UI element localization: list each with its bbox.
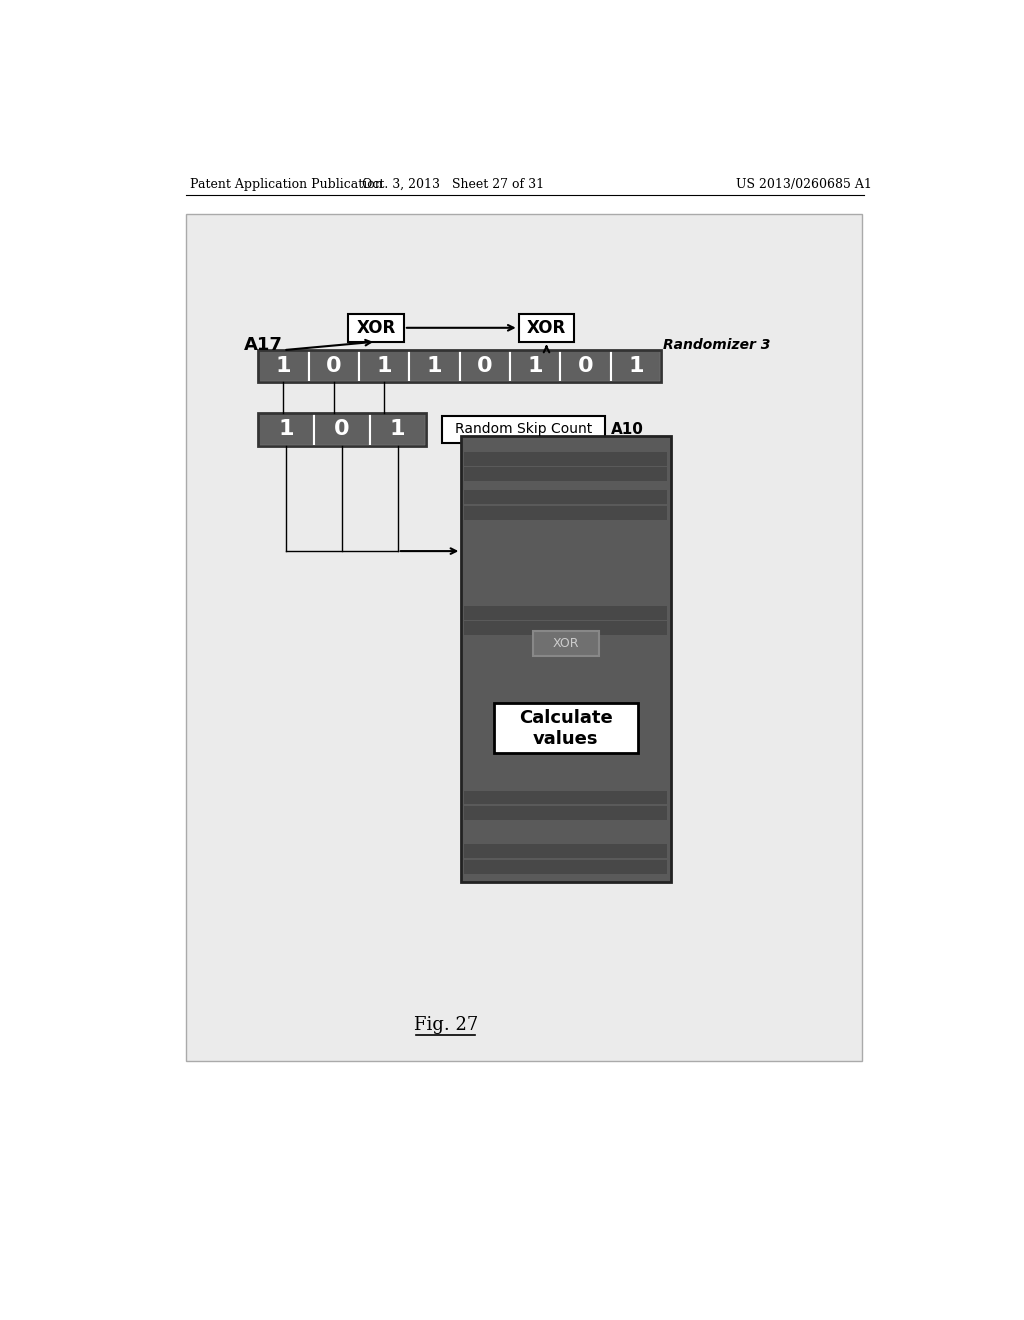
FancyBboxPatch shape — [308, 350, 359, 383]
FancyBboxPatch shape — [495, 704, 638, 754]
Text: A10: A10 — [611, 422, 644, 437]
Text: Random Skip Count: Random Skip Count — [455, 422, 592, 437]
FancyBboxPatch shape — [611, 350, 662, 383]
FancyBboxPatch shape — [359, 350, 410, 383]
Text: 1: 1 — [390, 420, 406, 440]
Text: 1: 1 — [279, 420, 294, 440]
FancyBboxPatch shape — [370, 413, 426, 446]
FancyBboxPatch shape — [460, 350, 510, 383]
FancyBboxPatch shape — [258, 350, 308, 383]
FancyBboxPatch shape — [464, 490, 668, 504]
Text: 0: 0 — [578, 356, 594, 376]
FancyBboxPatch shape — [348, 314, 403, 342]
FancyBboxPatch shape — [464, 622, 668, 635]
Text: Fig. 27: Fig. 27 — [414, 1015, 478, 1034]
Text: 0: 0 — [334, 420, 350, 440]
FancyBboxPatch shape — [464, 606, 668, 619]
Text: Oct. 3, 2013   Sheet 27 of 31: Oct. 3, 2013 Sheet 27 of 31 — [362, 178, 545, 190]
Text: 1: 1 — [427, 356, 442, 376]
FancyBboxPatch shape — [314, 413, 370, 446]
Text: 1: 1 — [629, 356, 644, 376]
Text: 1: 1 — [527, 356, 543, 376]
Text: Randomizer 3: Randomizer 3 — [663, 338, 770, 351]
FancyBboxPatch shape — [464, 791, 668, 804]
Text: US 2013/0260685 A1: US 2013/0260685 A1 — [736, 178, 872, 190]
FancyBboxPatch shape — [560, 350, 611, 383]
FancyBboxPatch shape — [258, 413, 314, 446]
Text: 1: 1 — [275, 356, 291, 376]
FancyBboxPatch shape — [442, 416, 604, 444]
FancyBboxPatch shape — [464, 807, 668, 820]
FancyBboxPatch shape — [464, 845, 668, 858]
FancyBboxPatch shape — [186, 214, 862, 1061]
Text: XOR: XOR — [356, 319, 395, 337]
Text: 0: 0 — [477, 356, 493, 376]
FancyBboxPatch shape — [464, 859, 668, 874]
FancyBboxPatch shape — [410, 350, 460, 383]
Text: 1: 1 — [377, 356, 392, 376]
Text: A17: A17 — [245, 335, 283, 354]
FancyBboxPatch shape — [518, 314, 574, 342]
Text: Patent Application Publication: Patent Application Publication — [190, 178, 383, 190]
FancyBboxPatch shape — [464, 506, 668, 520]
FancyBboxPatch shape — [510, 350, 560, 383]
Text: XOR: XOR — [527, 319, 566, 337]
FancyBboxPatch shape — [461, 436, 671, 882]
FancyBboxPatch shape — [532, 631, 599, 656]
FancyBboxPatch shape — [464, 467, 668, 480]
Text: Calculate
values: Calculate values — [519, 709, 612, 747]
FancyBboxPatch shape — [464, 451, 668, 466]
Text: XOR: XOR — [553, 638, 580, 649]
Text: 0: 0 — [326, 356, 342, 376]
